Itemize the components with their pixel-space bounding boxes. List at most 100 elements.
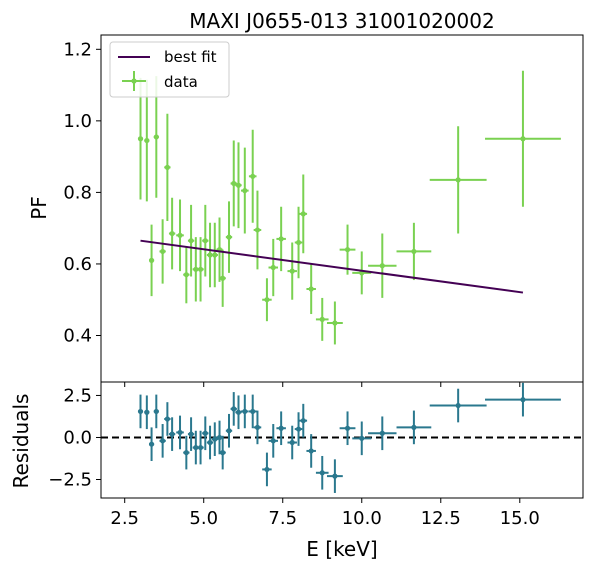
data-marker: [137, 136, 144, 142]
data-point: [202, 204, 209, 277]
residual-point: [235, 395, 242, 430]
data-marker: [226, 234, 232, 240]
residual-marker: [254, 424, 261, 430]
data-marker: [231, 180, 237, 187]
x-tick-label: 12.5: [421, 508, 461, 529]
bottom-y-tick-label: 2.5: [63, 385, 92, 406]
data-marker: [160, 248, 166, 255]
legend-box: [109, 41, 230, 98]
data-point: [368, 233, 397, 298]
residual-marker: [235, 409, 242, 415]
data-point: [159, 219, 166, 284]
residual-marker: [455, 402, 461, 409]
data-point: [211, 222, 218, 288]
residual-point: [164, 402, 171, 436]
residual-marker: [183, 450, 189, 456]
residual-marker: [379, 430, 385, 436]
data-point: [485, 70, 561, 207]
residual-point: [153, 394, 159, 429]
residual-point: [168, 417, 176, 451]
data-marker: [212, 252, 218, 258]
data-marker: [197, 266, 204, 272]
residual-marker: [212, 436, 218, 442]
x-tick-label: 10.0: [342, 508, 382, 529]
residual-marker: [202, 430, 208, 436]
residual-point: [299, 403, 308, 438]
data-marker: [250, 173, 256, 179]
data-marker: [455, 177, 461, 183]
residual-marker: [188, 431, 194, 437]
data-point: [276, 206, 286, 272]
data-point: [315, 297, 329, 341]
data-marker: [144, 137, 150, 144]
x-ticks: 2.5 5.0 7.5 10.0 12.5 15.0: [110, 382, 540, 529]
residual-marker: [344, 425, 351, 431]
data-point: [294, 206, 303, 279]
residual-point: [253, 410, 262, 445]
residual-marker: [169, 431, 175, 437]
best-fit-line: [140, 239, 524, 294]
top-plot-area: [137, 70, 561, 345]
residual-marker: [160, 438, 166, 444]
residual-marker: [177, 429, 183, 436]
data-marker: [264, 297, 270, 303]
residual-marker: [193, 444, 199, 451]
data-point: [287, 242, 297, 300]
x-tick-label: 7.5: [268, 508, 297, 529]
residual-marker: [300, 418, 306, 424]
residual-marker: [226, 428, 232, 434]
legend: best fit data: [109, 41, 230, 98]
legend-data-label: data: [164, 73, 198, 91]
residual-point: [485, 382, 561, 417]
data-point: [144, 79, 150, 202]
x-label: E [keV]: [306, 537, 377, 561]
residual-point: [230, 392, 237, 426]
data-marker: [242, 188, 248, 194]
residual-point: [315, 455, 329, 490]
data-point: [326, 301, 343, 345]
top-y-tick-label: 0.6: [63, 254, 92, 275]
residual-marker: [220, 450, 226, 456]
residual-marker: [270, 438, 276, 444]
data-point: [225, 201, 233, 273]
residual-point: [429, 388, 487, 423]
data-marker: [411, 248, 417, 255]
data-point: [241, 147, 249, 234]
data-marker: [319, 316, 325, 322]
residual-marker: [250, 408, 256, 415]
data-marker: [235, 182, 242, 188]
data-point: [352, 251, 372, 295]
data-marker: [207, 252, 213, 258]
bottom-y-tick-label: −2.5: [48, 470, 92, 491]
residual-point: [148, 427, 155, 462]
data-point: [396, 222, 432, 281]
data-marker: [169, 230, 175, 237]
residual-marker: [295, 426, 302, 432]
data-marker: [254, 227, 261, 233]
residual-marker: [319, 470, 325, 476]
data-marker: [379, 263, 385, 269]
data-point: [429, 126, 487, 234]
residual-point: [202, 416, 209, 451]
residual-marker: [264, 466, 270, 473]
data-point: [235, 142, 242, 229]
residual-point: [219, 435, 226, 470]
residual-marker: [216, 434, 223, 441]
top-y-tick-label: 1.2: [63, 39, 92, 60]
data-point: [339, 224, 356, 275]
data-marker: [202, 238, 208, 244]
x-tick-label: 5.0: [189, 508, 218, 529]
residual-point: [262, 452, 272, 487]
data-marker: [148, 257, 155, 263]
data-marker: [278, 236, 284, 242]
residual-marker: [137, 408, 144, 415]
residual-marker: [231, 406, 237, 412]
data-marker: [308, 286, 314, 292]
data-point: [262, 278, 272, 322]
residual-marker: [242, 408, 248, 415]
top-y-tick-label: 0.8: [63, 182, 92, 203]
residual-point: [287, 425, 297, 460]
residual-marker: [359, 435, 365, 441]
top-y-tick-label: 1.0: [63, 111, 92, 132]
